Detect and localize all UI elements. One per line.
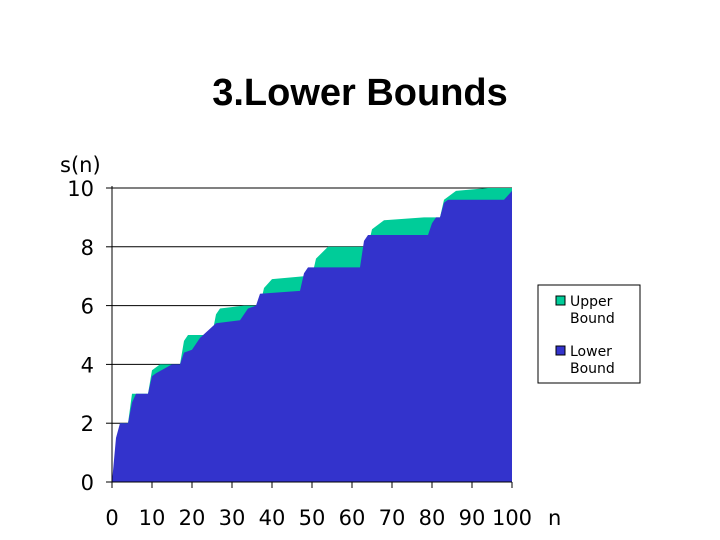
x-tick-label-100: 100	[492, 506, 532, 530]
legend-label-upper-bound: Upper Bound	[570, 294, 615, 327]
area-lower-bound	[112, 190, 512, 482]
legend-swatch-lower-bound	[555, 345, 566, 356]
x-tick-label-30: 30	[219, 506, 246, 530]
y-axis-label: s(n)	[60, 153, 101, 177]
y-tick-label-0: 0	[81, 471, 94, 495]
x-axis-label: n	[548, 506, 561, 530]
x-tick-label-20: 20	[179, 506, 206, 530]
area-series	[112, 188, 512, 482]
axes	[106, 186, 513, 488]
x-tick-label-50: 50	[299, 506, 326, 530]
x-tick-label-90: 90	[459, 506, 486, 530]
x-tick-label-10: 10	[139, 506, 166, 530]
y-tick-label-6: 6	[81, 295, 94, 319]
legend-swatch-upper-bound	[555, 295, 566, 306]
slide-title: 3.Lower Bounds	[212, 72, 508, 114]
y-tick-label-10: 10	[67, 177, 94, 201]
x-tick-label-80: 80	[419, 506, 446, 530]
legend-box	[537, 284, 641, 384]
x-tick-label-40: 40	[259, 506, 286, 530]
y-tick-label-8: 8	[81, 236, 94, 260]
legend-label-lower-bound: Lower Bound	[570, 344, 615, 377]
y-tick-label-4: 4	[81, 353, 94, 377]
legend: Upper Bound Lower Bound	[537, 284, 641, 384]
y-tick-label-2: 2	[81, 412, 94, 436]
x-tick-label-70: 70	[379, 506, 406, 530]
x-tick-label-60: 60	[339, 506, 366, 530]
x-tick-label-0: 0	[105, 506, 118, 530]
